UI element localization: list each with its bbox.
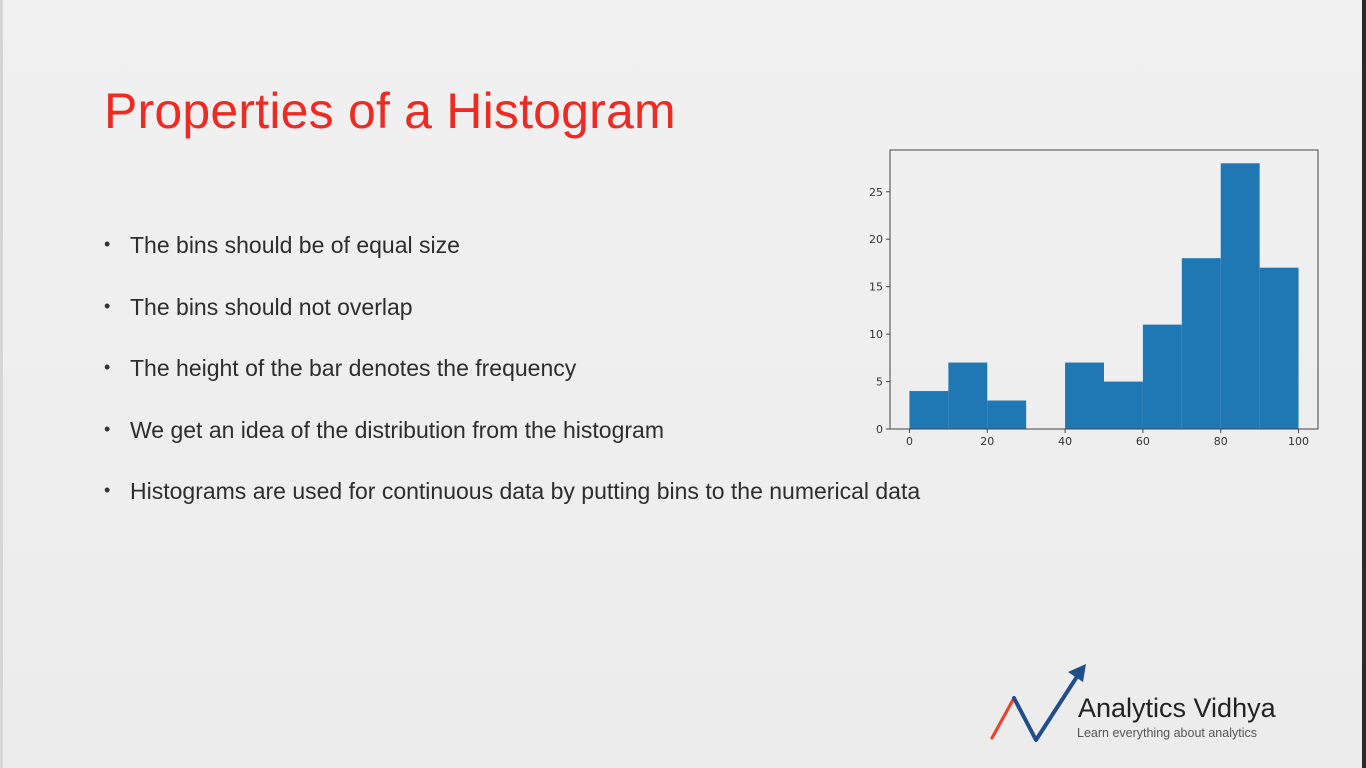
histogram-bar bbox=[1065, 362, 1104, 429]
bullet-marker: • bbox=[104, 295, 111, 316]
logo-tagline: Learn everything about analytics bbox=[1077, 726, 1257, 740]
bullet-marker: • bbox=[104, 234, 111, 254]
x-tick-label: 0 bbox=[906, 435, 913, 448]
y-tick-label: 25 bbox=[869, 186, 883, 199]
analytics-vidhya-logo bbox=[990, 664, 1086, 742]
histogram-bar bbox=[1142, 324, 1182, 429]
y-tick-label: 20 bbox=[869, 233, 883, 246]
histogram-bar bbox=[1104, 381, 1143, 429]
histogram-bar bbox=[1181, 258, 1221, 429]
plot-frame bbox=[889, 149, 1319, 430]
y-tick-label: 0 bbox=[876, 423, 883, 436]
x-tick-label: 20 bbox=[980, 435, 994, 448]
bullet-text: The bins should not overlap bbox=[130, 293, 413, 320]
bullet-text: Histograms are used for continuous data … bbox=[130, 478, 921, 504]
histogram-svg: 0 20 40 60 80 100 0 5 10 15 20 25 bbox=[869, 149, 1319, 448]
slide-title: Properties of a Histogram bbox=[104, 83, 676, 139]
bullet-marker: • bbox=[104, 480, 111, 500]
histogram-bar bbox=[987, 400, 1027, 429]
histogram-bar bbox=[948, 362, 988, 429]
histogram-bar bbox=[1259, 267, 1299, 429]
bullet-marker: • bbox=[104, 418, 111, 439]
y-tick-label: 5 bbox=[876, 376, 883, 389]
bullet-marker: • bbox=[104, 357, 111, 377]
y-tick-label: 10 bbox=[869, 328, 883, 341]
x-tick-label: 60 bbox=[1136, 435, 1150, 448]
bullet-text: The height of the bar denotes the freque… bbox=[130, 355, 577, 381]
x-tick-label: 40 bbox=[1058, 435, 1072, 448]
right-border bbox=[1362, 0, 1366, 768]
logo-brand-name: Analytics Vidhya bbox=[1078, 693, 1276, 723]
histogram-bar bbox=[909, 391, 949, 429]
bullet-text: We get an idea of the distribution from … bbox=[130, 416, 664, 443]
x-tick-label: 80 bbox=[1214, 435, 1228, 448]
x-tick-label: 100 bbox=[1288, 435, 1309, 448]
histogram-bar bbox=[1220, 163, 1260, 430]
y-tick-label: 15 bbox=[869, 281, 883, 294]
bullet-text: The bins should be of equal size bbox=[130, 232, 460, 258]
histogram-chart: 0 20 40 60 80 100 0 5 10 15 20 25 bbox=[856, 142, 1336, 460]
left-border bbox=[0, 0, 3, 768]
